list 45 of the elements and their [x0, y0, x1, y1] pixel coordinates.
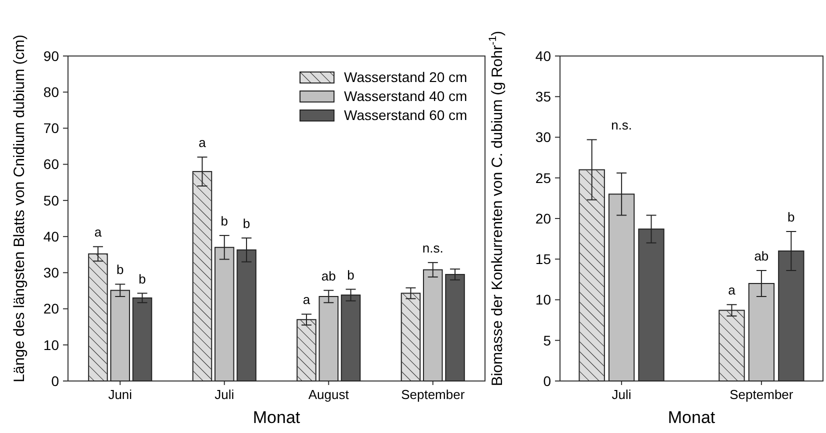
y-tick-label: 5 [543, 332, 552, 348]
y-tick-label: 20 [43, 300, 60, 317]
y-tick-label: 15 [535, 251, 552, 268]
x-tick-label: Juli [612, 387, 632, 402]
annotation: b [116, 262, 124, 278]
legend-label: Wasserstand 60 cm [344, 107, 468, 123]
y-tick-label: 50 [43, 192, 60, 208]
y-tick-label: 40 [43, 228, 60, 244]
annotation: ab [754, 248, 769, 264]
annotation: n.s. [611, 118, 632, 133]
y-tick-label: 80 [43, 84, 60, 100]
x-axis-title: Monat [668, 408, 716, 427]
annotation: ab [321, 268, 336, 284]
legend-label: Wasserstand 20 cm [344, 69, 468, 85]
annotation: b [347, 267, 354, 282]
annotation: a [94, 224, 102, 240]
y-tick-label: 40 [535, 48, 552, 64]
annotation: b [242, 216, 250, 231]
x-axis-title: Monat [252, 408, 300, 427]
y-tick-label: 90 [43, 48, 60, 64]
y-tick-label: 0 [51, 372, 60, 389]
y-tick-label: 10 [43, 336, 60, 353]
x-tick-label: September [401, 387, 466, 402]
y-tick-label: 30 [43, 264, 60, 281]
annotation: b [220, 213, 228, 228]
annotation: a [302, 292, 311, 308]
annotation: a [728, 282, 736, 298]
x-tick-label: September [730, 387, 794, 402]
y-tick-label: 20 [535, 210, 552, 226]
y-tick-label: 35 [535, 88, 552, 105]
y-tick-label: 25 [535, 170, 552, 186]
y-tick-label: 30 [535, 129, 552, 146]
legend-label: Wasserstand 40 cm [344, 88, 468, 104]
y-axis-title: Länge des längsten Blatts von Cnidium dubium (cm) [11, 34, 28, 382]
x-tick-label: August [308, 387, 350, 402]
annotation: n.s. [422, 240, 444, 256]
y-tick-label: 0 [543, 372, 552, 389]
annotation: b [138, 271, 146, 286]
y-tick-label: 70 [43, 120, 60, 136]
x-tick-label: Juni [108, 387, 132, 402]
annotation: a [198, 135, 207, 150]
y-tick-label: 60 [43, 156, 60, 172]
y-tick-label: 10 [535, 292, 552, 308]
x-tick-label: Juli [214, 387, 234, 402]
annotation: b [788, 210, 795, 224]
